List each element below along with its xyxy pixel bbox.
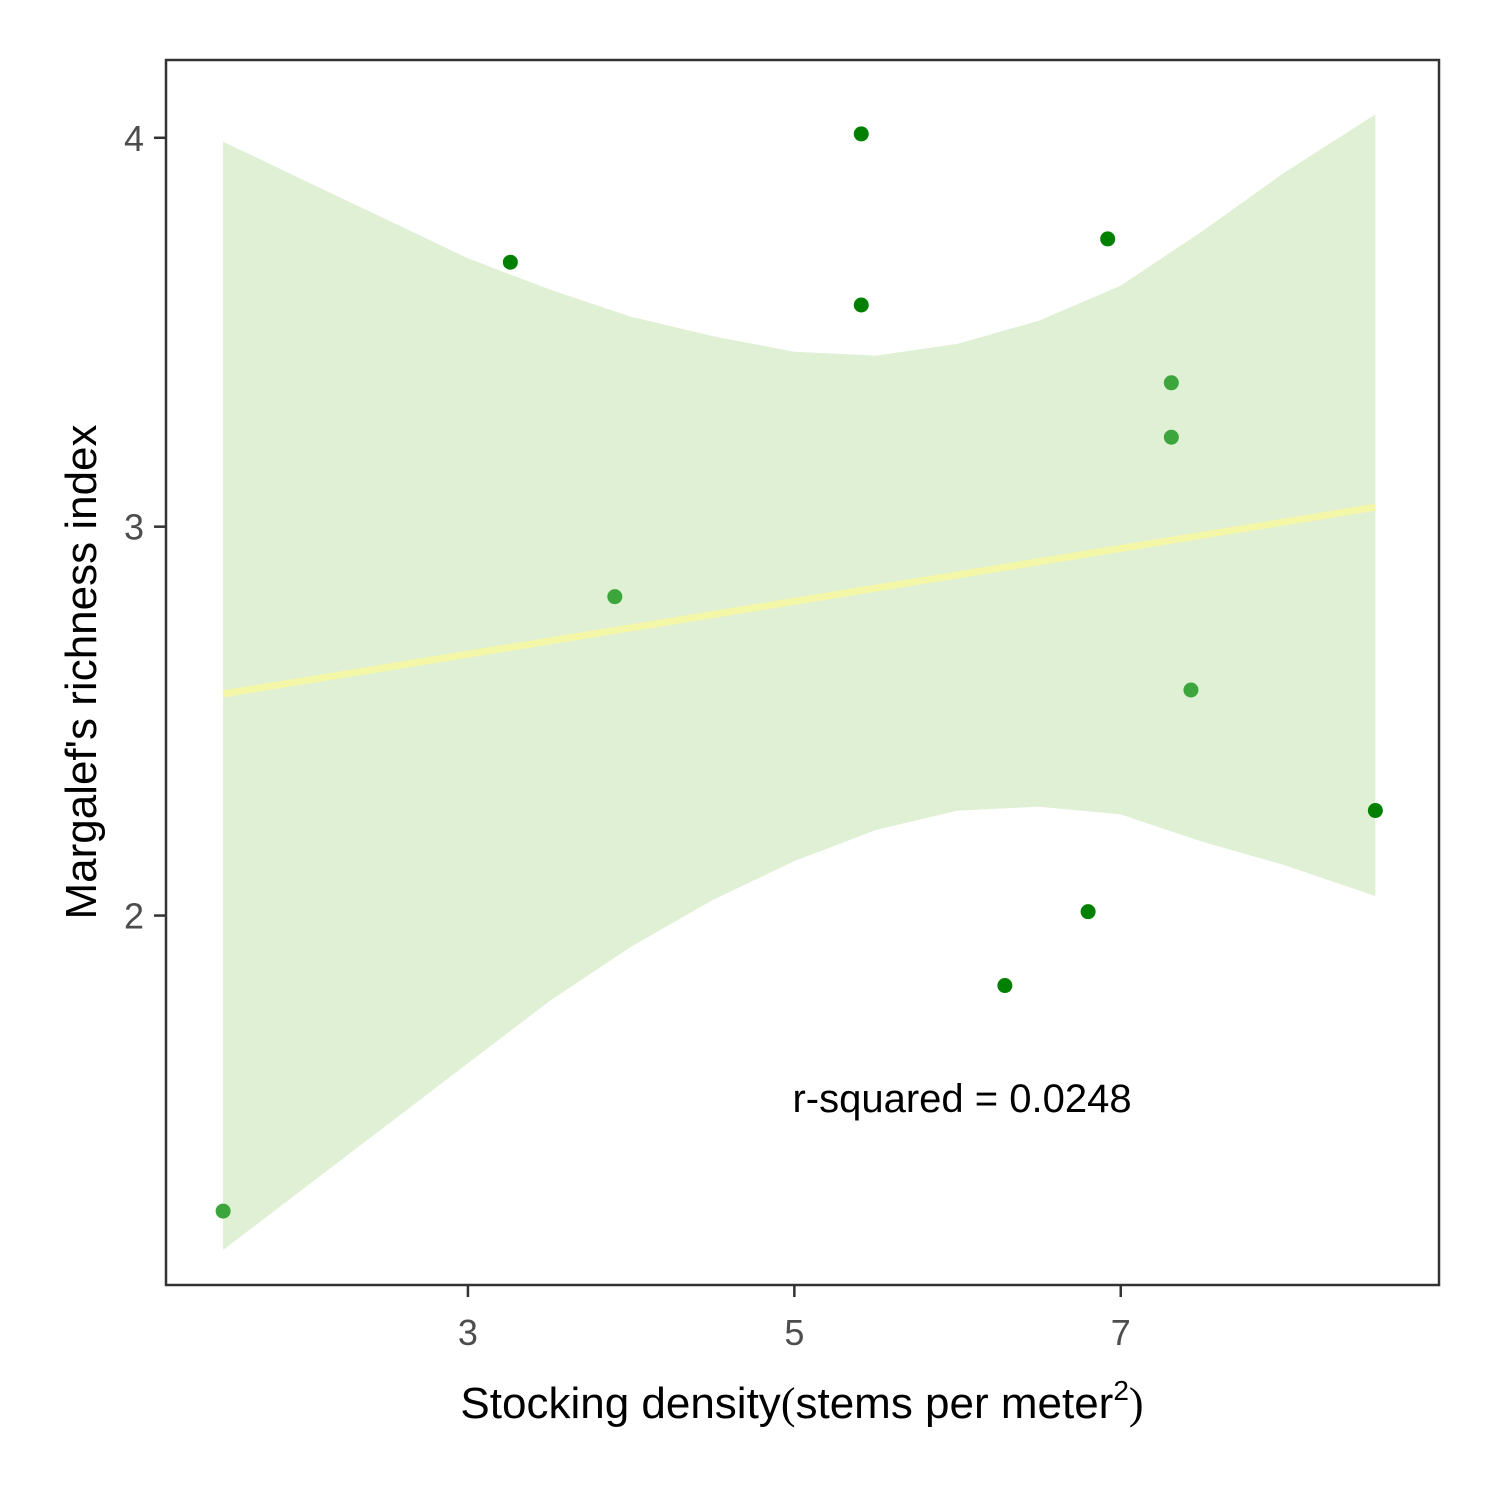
y-tick-label: 4: [124, 118, 144, 159]
data-point: [1163, 375, 1179, 391]
regression-line: [222, 503, 1376, 698]
data-point: [997, 978, 1013, 994]
x-axis: 3 5 7: [458, 1285, 1131, 1353]
x-axis-title-superscript: 2: [1113, 1375, 1129, 1406]
data-point: [1163, 429, 1179, 445]
data-point: [1183, 682, 1199, 698]
data-point: [215, 1203, 231, 1219]
y-axis-title: Margalef's richness index: [57, 424, 106, 919]
x-tick-label: 3: [458, 1312, 478, 1353]
data-point: [1080, 904, 1096, 920]
confidence-band-layer: [223, 114, 1376, 1250]
data-point: [1367, 803, 1383, 819]
data-point: [502, 254, 518, 270]
x-tick-label: 5: [784, 1312, 804, 1353]
y-tick-label: 3: [124, 507, 144, 548]
points-layer: [215, 126, 1383, 1219]
data-point: [853, 126, 869, 142]
fit-line-layer: [222, 503, 1376, 698]
x-axis-title-main: Stocking density: [460, 1379, 780, 1428]
x-tick-label: 7: [1111, 1312, 1131, 1353]
data-point: [607, 589, 623, 605]
r-squared-annotation: r-squared = 0.0248: [792, 1077, 1131, 1121]
x-axis-title-paren-close: ): [1129, 1379, 1144, 1428]
confidence-band: [223, 114, 1376, 1250]
data-point: [853, 297, 869, 313]
y-tick-label: 2: [124, 896, 144, 937]
panel-border: [164, 58, 1441, 1287]
x-axis-title-paren-open: (: [781, 1379, 796, 1428]
x-axis-title: Stocking density(stems per meter2): [460, 1375, 1143, 1428]
x-axis-title-units: stems per meter: [795, 1379, 1113, 1428]
y-axis: 2 3 4: [124, 118, 166, 937]
data-point: [1100, 231, 1116, 247]
